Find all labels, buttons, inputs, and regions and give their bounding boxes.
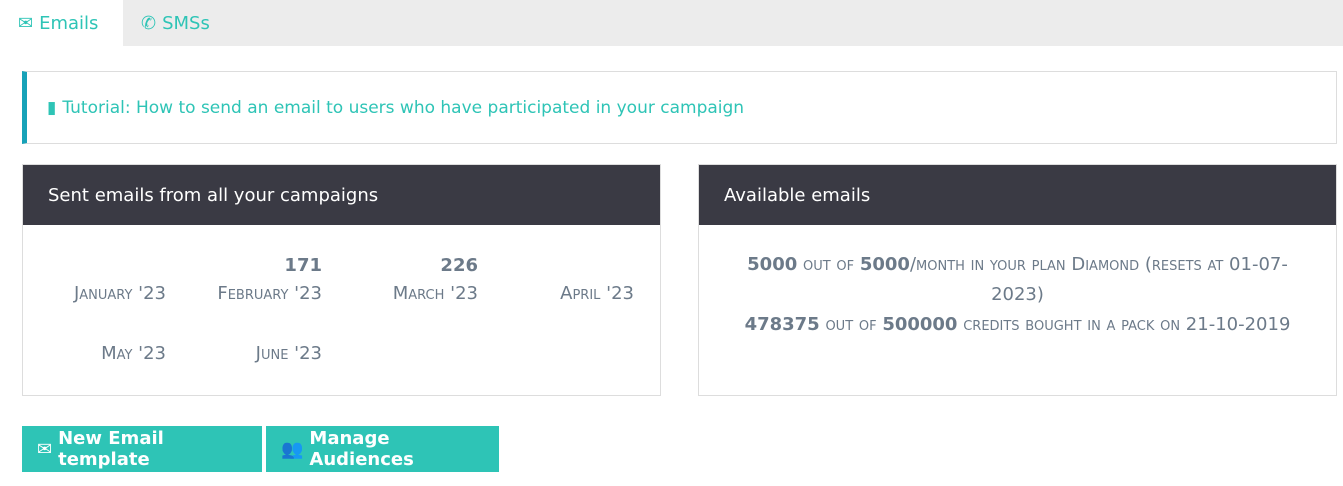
month-label: March '23 [392, 283, 478, 304]
panel-title: Available emails [699, 165, 1336, 225]
month-label: May '23 [101, 343, 166, 364]
plan-line: 5000 out of 5000/month in your plan Diam… [747, 254, 1288, 305]
tutorial-link[interactable]: ▮ Tutorial: How to send an email to users… [22, 71, 1337, 144]
manage-audiences-button[interactable]: 👥 Manage Audiences [266, 426, 499, 472]
button-label: Manage Audiences [309, 428, 414, 470]
book-icon: ▮ [47, 97, 57, 118]
available-emails-panel: Available emails 5000 out of 5000/month … [698, 164, 1337, 396]
month-stat: April '23 [484, 255, 634, 304]
month-stat: 226 March '23 [328, 255, 478, 304]
tab-emails[interactable]: ✉ Emails [0, 0, 123, 46]
count [16, 255, 166, 283]
month-stat: May '23 [16, 315, 166, 364]
new-email-template-button[interactable]: ✉ New Email template [22, 426, 262, 472]
phone-icon: ✆ [141, 12, 157, 34]
month-label: June '23 [255, 343, 322, 364]
count: 171 [284, 255, 322, 276]
month-label: February '23 [217, 283, 322, 304]
count [16, 315, 166, 343]
tab-label: SMSs [162, 12, 210, 34]
count [484, 255, 634, 283]
month-label: April '23 [560, 283, 634, 304]
pack-line: 478375 out of 500000 credits bought in a… [744, 314, 1291, 335]
count: 226 [440, 255, 478, 276]
tab-smss[interactable]: ✆ SMSs [123, 0, 243, 46]
month-label: January '23 [73, 283, 166, 304]
tab-bar: ✉ Emails ✆ SMSs [0, 0, 1343, 46]
tutorial-text: Tutorial: How to send an email to users … [62, 97, 745, 118]
users-icon: 👥 [281, 438, 304, 460]
count [172, 315, 322, 343]
tab-label: Emails [39, 12, 99, 34]
panel-title: Sent emails from all your campaigns [23, 165, 660, 225]
available-info: 5000 out of 5000/month in your plan Diam… [699, 225, 1336, 340]
month-stat: January '23 [16, 255, 166, 304]
button-label: New Email template [58, 428, 164, 470]
envelope-icon: ✉ [37, 438, 53, 460]
month-stat: 171 February '23 [172, 255, 322, 304]
envelope-icon: ✉ [18, 12, 34, 34]
month-stat: June '23 [172, 315, 322, 364]
sent-emails-panel: Sent emails from all your campaigns Janu… [22, 164, 661, 396]
